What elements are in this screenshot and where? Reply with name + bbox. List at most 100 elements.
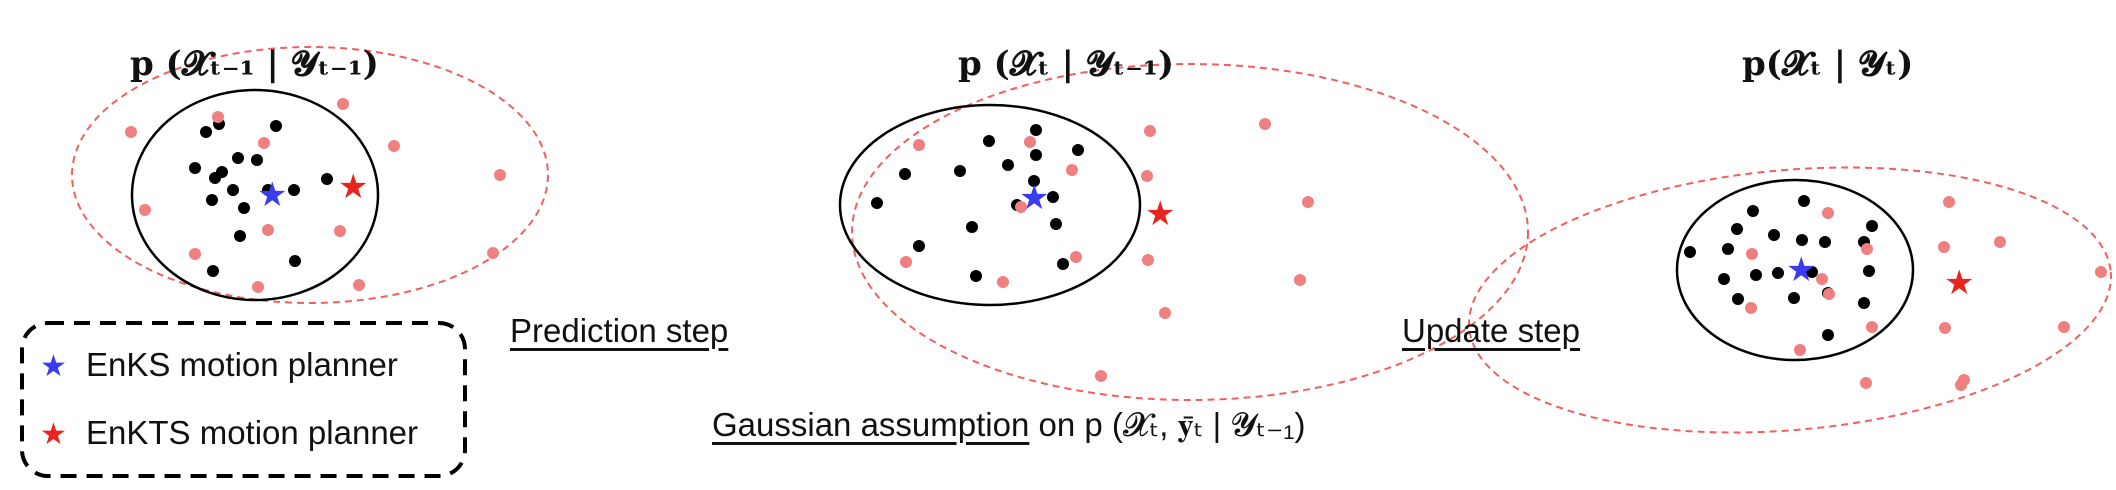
- black-particle: [1030, 124, 1042, 136]
- red-particle: [900, 256, 912, 268]
- panel-2-title: p (𝓧ₜ | 𝓨ₜ₋₁): [958, 44, 1174, 84]
- red-particle: [212, 111, 224, 123]
- black-particle: [206, 194, 218, 206]
- black-particle: [1768, 229, 1780, 241]
- prediction-step-label: Prediction step: [510, 312, 729, 349]
- enkts-star-icon: ★: [1944, 263, 1975, 303]
- red-particle: [334, 225, 346, 237]
- red-particle: [1259, 118, 1271, 130]
- black-particle: [1822, 329, 1834, 341]
- black-particle: [321, 173, 333, 185]
- black-particle: [238, 202, 250, 214]
- black-particle: [270, 120, 282, 132]
- enks-star-icon: ★: [257, 175, 288, 215]
- black-particle: [1732, 293, 1744, 305]
- panel-1-title: p (𝓧ₜ₋₁ | 𝓨ₜ₋₁): [130, 44, 379, 84]
- black-particle: [1796, 234, 1808, 246]
- black-particle: [1002, 159, 1014, 171]
- black-particle: [970, 270, 982, 282]
- black-particle: [232, 152, 244, 164]
- red-particle: [913, 139, 925, 151]
- black-particle: [1718, 273, 1730, 285]
- legend-label: EnKTS motion planner: [86, 414, 419, 451]
- red-particle: [1302, 196, 1314, 208]
- red-particle: [1294, 274, 1306, 286]
- black-particle: [1858, 297, 1870, 309]
- red-uncertainty-ellipse: [71, 46, 549, 304]
- red-particle: [1860, 377, 1872, 389]
- black-particle: [289, 255, 301, 267]
- black-particle: [251, 154, 263, 166]
- red-particle: [997, 276, 1009, 288]
- red-particle: [1015, 201, 1027, 213]
- gaussian-assumption-underlined: Gaussian assumption: [712, 406, 1030, 443]
- red-particle: [262, 224, 274, 236]
- red-particle: [1866, 321, 1878, 333]
- red-particle: [1822, 207, 1834, 219]
- black-particle: [189, 162, 201, 174]
- black-ensemble-ellipse: [1675, 178, 1915, 362]
- black-particle: [1030, 149, 1042, 161]
- red-particle: [1994, 236, 2006, 248]
- black-particle: [288, 184, 300, 196]
- red-particle: [1794, 344, 1806, 356]
- black-ensemble-ellipse: [130, 88, 380, 302]
- black-particle: [1788, 292, 1800, 304]
- particles: [1684, 195, 2107, 391]
- enkts-star-icon: ★: [338, 167, 369, 207]
- black-particle: [1028, 175, 1040, 187]
- red-star-icon: ★: [40, 417, 67, 452]
- black-particle: [1684, 246, 1696, 258]
- red-particle: [1142, 254, 1154, 266]
- black-particle: [207, 265, 219, 277]
- red-particle: [1823, 288, 1835, 300]
- red-particle: [1816, 273, 1828, 285]
- black-particle: [1722, 243, 1734, 255]
- black-particle: [1798, 195, 1810, 207]
- blue-star-icon: ★: [40, 349, 67, 384]
- black-particle: [1866, 220, 1878, 232]
- red-particle: [2095, 266, 2107, 278]
- black-particle: [1863, 265, 1875, 277]
- particles: [871, 118, 1314, 382]
- panel-1: [71, 46, 549, 304]
- gaussian-assumption-caption: Gaussian assumption on p (𝓧ₜ, 𝐲̄ₜ | 𝓨ₜ₋₁…: [712, 405, 1306, 445]
- gaussian-assumption-rest: on p (𝓧ₜ, 𝐲̄ₜ | 𝓨ₜ₋₁): [1029, 406, 1306, 443]
- red-uncertainty-ellipse: [1468, 166, 2112, 434]
- red-particle: [337, 98, 349, 110]
- black-particle: [966, 221, 978, 233]
- red-particle: [1938, 241, 1950, 253]
- black-particle: [1747, 205, 1759, 217]
- particles: [125, 98, 506, 293]
- red-particle: [125, 126, 137, 138]
- red-particle: [1024, 136, 1036, 148]
- black-particle: [234, 230, 246, 242]
- black-particle: [1047, 191, 1059, 203]
- red-particle: [494, 169, 506, 181]
- panel-3: [1468, 166, 2112, 434]
- legend-box: [20, 321, 467, 478]
- black-particle: [871, 197, 883, 209]
- red-particle: [1144, 125, 1156, 137]
- black-particle: [913, 240, 925, 252]
- black-particle: [954, 165, 966, 177]
- red-particle: [1070, 251, 1082, 263]
- black-particle: [262, 184, 274, 196]
- black-particle: [1731, 223, 1743, 235]
- red-particle: [353, 279, 365, 291]
- red-particle: [487, 247, 499, 259]
- legend-label: EnKS motion planner: [86, 346, 398, 383]
- red-particle: [2058, 321, 2070, 333]
- red-particle: [388, 140, 400, 152]
- red-particle: [1066, 164, 1078, 176]
- legend-item-enkts: ★ EnKTS motion planner: [40, 414, 418, 452]
- red-particle: [1095, 370, 1107, 382]
- red-particle: [1943, 196, 1955, 208]
- red-particle: [189, 248, 201, 260]
- legend-item-enks: ★ EnKS motion planner: [40, 346, 398, 384]
- red-particle: [258, 137, 270, 149]
- red-particle: [1159, 307, 1171, 319]
- enks-star-icon: ★: [1786, 250, 1817, 290]
- black-particle: [1819, 236, 1831, 248]
